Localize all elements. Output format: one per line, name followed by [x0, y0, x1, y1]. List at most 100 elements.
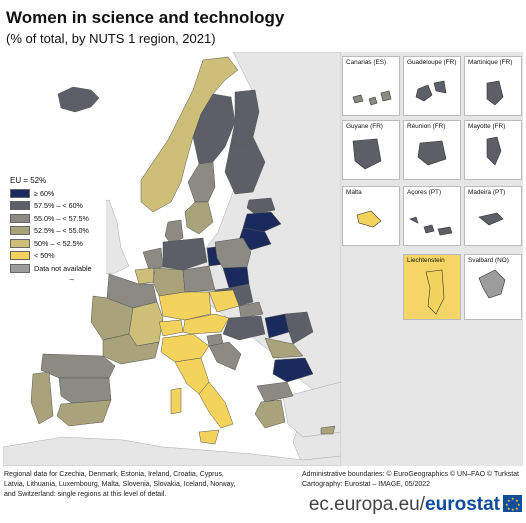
inset-label: Martinique (FR) — [468, 59, 513, 66]
inset-label: Malta — [346, 189, 362, 196]
inset-label: Liechtenstein — [407, 257, 445, 264]
footnote-left-line-1: Regional data for Czechia, Denmark, Esto… — [4, 471, 224, 478]
map-subtitle: (% of total, by NUTS 1 region, 2021) — [6, 31, 216, 46]
inset-region — [478, 212, 504, 226]
legend-item: 57.5% – < 60% — [10, 200, 102, 213]
eurostat-brand: ec.europa.eu/eurostat — [309, 494, 500, 516]
legend-swatch — [10, 238, 30, 248]
inset-region — [417, 140, 447, 166]
inset-madeira-pt: Madeira (PT) — [464, 186, 522, 246]
legend-item: Data not available — [10, 262, 102, 275]
inset-liechtenstein: Liechtenstein — [403, 254, 461, 320]
main-map — [3, 52, 341, 466]
legend-item: 52.5% – < 55.0% — [10, 225, 102, 238]
inset-a-ores-pt: Açores (PT) — [403, 186, 461, 246]
inset-label: Madeira (PT) — [468, 189, 506, 196]
region-germany-south — [158, 291, 212, 321]
inset-region — [352, 138, 382, 170]
inset-label: Mayotte (FR) — [468, 123, 506, 130]
inset-region — [486, 136, 502, 166]
legend-label: 50% – < 52.5% — [34, 238, 83, 248]
legend-label: Data not available — [34, 263, 92, 273]
inset-region — [478, 269, 506, 299]
footnote-right-line-1: Administrative boundaries: © EuroGeograp… — [302, 471, 520, 478]
inset-map — [478, 212, 504, 226]
brand-domain: ec.europa.eu/ — [308, 494, 426, 515]
legend-label: 52.5% – < 55.0% — [34, 226, 89, 236]
legend-swatch — [10, 226, 30, 236]
inset-map — [425, 269, 445, 315]
africa — [3, 436, 341, 466]
region-austria — [182, 313, 230, 335]
inset-label: Açores (PT) — [407, 189, 442, 196]
inset-label: Canarias (ES) — [346, 59, 387, 66]
legend-swatch — [10, 213, 30, 223]
region-spain-north — [40, 353, 116, 379]
legend-swatch — [10, 201, 30, 211]
inset-map — [356, 210, 382, 228]
legend-label: 57.5% – < 60% — [34, 201, 83, 211]
region-cyprus — [320, 425, 336, 435]
region-finland-south — [224, 136, 266, 195]
footnote-left: Regional data for Czechia, Denmark, Esto… — [4, 470, 294, 499]
inset-region — [486, 80, 504, 106]
region-sweden-south — [184, 201, 214, 235]
region-spain-south — [56, 399, 112, 427]
region-hungary — [222, 315, 266, 341]
legend: EU = 52% ≥ 60% 57.5% – < 60% 55.0% – < 57.… — [6, 173, 106, 279]
inset-martinique-fr: Martinique (FR) — [464, 56, 522, 116]
footnote-right: Administrative boundaries: © EuroGeograp… — [302, 470, 524, 490]
inset-label: Svalbard (NO) — [468, 257, 509, 264]
map-title: Women in science and technology — [6, 8, 285, 27]
legend-swatch — [10, 263, 30, 273]
legend-label: < 50% — [34, 251, 55, 261]
inset-svalbard-no: Svalbard (NO) — [464, 254, 522, 320]
region-croatia — [208, 341, 242, 371]
legend-item: 55.0% – < 57.5% — [10, 212, 102, 225]
region-germany-north — [162, 237, 208, 271]
region-poland-north — [214, 237, 252, 269]
inset-guadeloupe-fr: Guadeloupe (FR) — [403, 56, 461, 116]
region-estonia — [246, 197, 276, 215]
eu-flag-icon: ★ ★ ★ ★ ★ ★ ★ ★ — [503, 495, 522, 512]
inset-region — [415, 80, 447, 102]
legend-swatch — [10, 188, 30, 198]
footnote-left-line-3: and Switzerland: single regions at this … — [4, 490, 167, 498]
region-greece-north — [256, 381, 294, 403]
footnote-right-line-2: Cartography: Eurostat – IMAGE, 05/2022 — [302, 480, 431, 488]
region-germany-west — [152, 267, 186, 297]
region-norway — [140, 56, 239, 213]
inset-region — [356, 210, 382, 228]
inset-map — [486, 136, 502, 166]
region-germany-east — [182, 265, 216, 293]
inset-r-union-fr: Réunion (FR) — [403, 120, 461, 180]
inset-region — [409, 216, 453, 236]
inset-label: Réunion (FR) — [407, 123, 446, 130]
inset-map — [486, 80, 504, 106]
legend-swatch — [10, 251, 30, 261]
inset-map — [409, 216, 453, 236]
legend-heading: EU = 52% — [10, 176, 47, 185]
inset-canarias-es: Canarias (ES) — [342, 56, 400, 116]
inset-label: Guyane (FR) — [346, 123, 383, 130]
region-latvia — [242, 211, 282, 233]
inset-map — [415, 80, 447, 102]
region-sicily — [198, 429, 220, 445]
brand-name: eurostat — [425, 494, 500, 515]
inset-map — [352, 138, 382, 170]
inset-label: Guadeloupe (FR) — [407, 59, 457, 66]
footnote-left-line-2: Latvia, Lithuania, Luxembourg, Malta, Sl… — [4, 480, 236, 488]
legend-item: < 50% — [10, 250, 102, 263]
region-france-east — [128, 301, 164, 347]
inset-mayotte-fr: Mayotte (FR) — [464, 120, 522, 180]
region-slovakia — [238, 301, 264, 319]
inset-region — [425, 269, 445, 315]
inset-region — [352, 90, 392, 106]
inset-map — [352, 90, 392, 106]
legend-label: 55.0% – < 57.5% — [34, 213, 89, 223]
region-italy-south — [198, 381, 234, 429]
region-sardinia — [170, 387, 182, 415]
legend-item: 50% – < 52.5% — [10, 237, 102, 250]
inset-guyane-fr: Guyane (FR) — [342, 120, 400, 180]
region-spain-central — [58, 377, 112, 405]
